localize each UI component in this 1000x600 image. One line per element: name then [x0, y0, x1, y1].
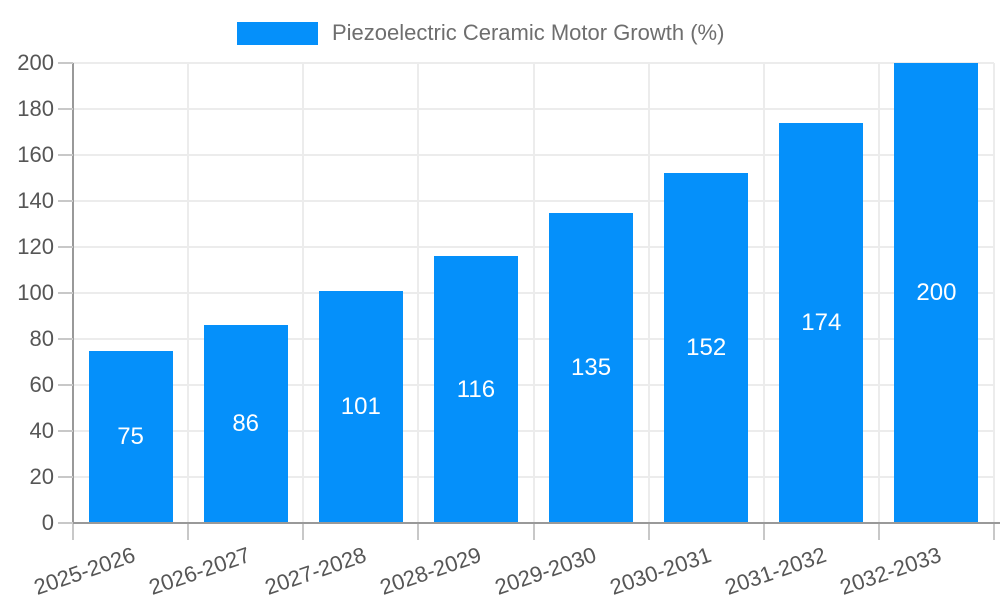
- v-gridline: [993, 63, 995, 523]
- bar-value-label: 75: [117, 422, 144, 450]
- x-axis-tick: [187, 524, 190, 540]
- x-axis-tick: [302, 524, 305, 540]
- x-tick-label: 2025-2026: [31, 542, 139, 600]
- y-tick-label: 180: [17, 96, 54, 121]
- y-axis-tick: [58, 62, 73, 64]
- y-axis-tick: [58, 200, 73, 202]
- x-axis-tick: [532, 524, 535, 540]
- bar: 101: [318, 290, 403, 523]
- bar: 86: [203, 325, 288, 523]
- x-tick-label: 2030-2031: [606, 542, 715, 600]
- x-axis-line: [73, 522, 1000, 524]
- y-tick-label: 40: [29, 418, 54, 443]
- y-tick-label: 20: [29, 464, 54, 489]
- y-axis-line: [72, 63, 74, 524]
- y-tick-label: 200: [17, 50, 54, 75]
- bar-value-label: 200: [916, 279, 957, 306]
- x-tick-label: 2028-2029: [376, 542, 485, 600]
- bar-value-label: 174: [801, 308, 842, 336]
- bar: 135: [549, 212, 634, 523]
- v-gridline: [877, 63, 880, 523]
- y-tick-label: 80: [29, 326, 54, 351]
- x-axis-tick: [417, 524, 420, 540]
- v-gridline: [762, 63, 765, 523]
- y-tick-label: 160: [17, 142, 54, 167]
- x-axis-tick: [647, 524, 650, 540]
- v-gridline: [187, 63, 190, 523]
- plot-area: 75 86 101 116 135 152 174 200: [73, 62, 995, 523]
- chart-legend: Piezoelectric Ceramic Motor Growth (%): [237, 18, 724, 48]
- bar-value-label: 152: [686, 334, 727, 362]
- x-axis-tick: [877, 524, 880, 540]
- bar: 200: [894, 63, 979, 523]
- bar-value-label: 116: [456, 375, 496, 403]
- x-axis-tick: [993, 524, 995, 540]
- v-gridline: [302, 63, 305, 523]
- x-tick-label: 2027-2028: [261, 542, 369, 600]
- y-axis-tick: [58, 430, 73, 432]
- y-tick-label: 100: [17, 280, 54, 305]
- bar: 116: [433, 256, 518, 523]
- bar: 152: [664, 173, 749, 523]
- bar-value-label: 86: [232, 410, 260, 438]
- bar: 174: [779, 122, 864, 523]
- y-tick-label: 120: [17, 234, 54, 259]
- x-tick-label: 2026-2027: [146, 542, 254, 600]
- y-axis-tick: [58, 154, 73, 156]
- x-tick-label: 2029-2030: [491, 542, 600, 600]
- y-tick-label: 140: [17, 188, 54, 213]
- legend-label: Piezoelectric Ceramic Motor Growth (%): [332, 20, 725, 45]
- y-axis-tick: [58, 338, 73, 340]
- v-gridline: [532, 63, 535, 523]
- v-gridline: [647, 63, 650, 523]
- bar-value-label: 135: [571, 353, 612, 381]
- bar-value-label: 101: [340, 392, 381, 420]
- y-tick-label: 60: [29, 372, 54, 397]
- y-axis-tick: [58, 108, 73, 110]
- y-axis-tick: [58, 384, 73, 386]
- legend-swatch-icon: [237, 21, 318, 45]
- x-tick-label: 2032-2033: [836, 542, 945, 600]
- bar: 75: [88, 350, 173, 523]
- y-axis-tick: [58, 246, 73, 248]
- x-tick-label: 2031-2032: [721, 542, 830, 600]
- x-axis-tick: [72, 524, 74, 540]
- y-axis-tick: [58, 476, 73, 478]
- v-gridline: [417, 63, 420, 523]
- y-axis-tick: [58, 522, 73, 524]
- y-axis-tick: [58, 292, 73, 294]
- x-axis-tick: [762, 524, 765, 540]
- y-tick-label: 0: [41, 510, 54, 535]
